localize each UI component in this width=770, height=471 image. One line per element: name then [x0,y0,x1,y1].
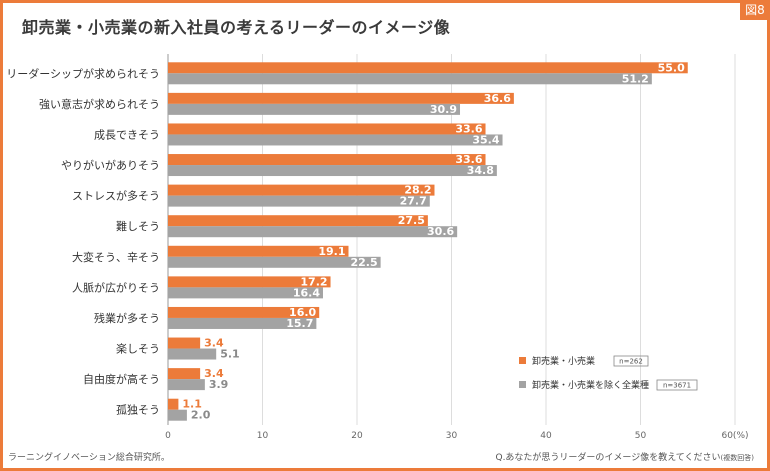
bar [168,317,317,329]
category-label: ストレスが多そう [72,189,160,203]
legend-swatch [519,381,526,388]
bar [168,195,430,207]
bar [168,398,179,410]
x-tick-label: 40 [540,431,552,441]
bar [168,276,331,288]
bar [168,348,217,360]
bar [168,92,514,104]
chart-title: 卸売業・小売業の新入社員の考えるリーダーのイメージ像 [22,18,451,37]
data-label: 33.6 [455,153,482,166]
category-label: 強い意志が求められそう [39,97,160,111]
data-label: 2.0 [191,409,211,422]
data-label: 33.6 [455,122,482,135]
category-label: 楽しそう [116,343,160,356]
category-label: 自由度が高そう [83,372,160,386]
bar [168,73,652,85]
bar [168,256,381,268]
category-label: 大変そう、辛そう [72,250,160,264]
category-label: やりがいがありそう [61,158,160,172]
data-label: 16.0 [289,306,316,319]
data-label: 5.1 [220,348,240,361]
bar [168,154,486,166]
bar [168,226,458,238]
bar [168,62,688,74]
bar [168,409,187,421]
data-label: 35.4 [472,133,499,146]
data-label: 17.2 [300,275,327,288]
data-label: 3.4 [204,367,224,380]
category-label: 難しそう [116,220,160,233]
legend-label: 卸売業・小売業 [532,355,595,367]
bar [168,368,201,380]
data-label: 36.6 [484,92,511,105]
data-label: 27.7 [400,195,427,208]
bar [168,379,205,391]
data-label: 15.7 [286,317,313,330]
data-label: 19.1 [318,245,345,258]
legend-n-box [613,355,649,367]
category-label: 成長できそう [94,128,160,141]
bar [168,123,486,135]
legend-swatch [519,357,526,364]
category-label: 人脈が広がりそう [72,280,160,294]
bar [168,245,349,257]
legend-label: 卸売業・小売業を除く全業種 [532,379,649,391]
category-label: リーダーシップが求められそう [6,66,160,80]
category-label: 孤独そう [116,404,160,417]
data-label: 16.4 [293,286,320,299]
legend-n-label: n=262 [619,358,643,366]
bar [168,103,461,115]
bar [168,306,320,318]
data-label: 3.4 [204,337,224,350]
category-label: 残業が多そう [94,311,160,325]
data-label: 27.5 [398,214,425,227]
legend-n-label: n=3671 [663,382,691,390]
survey-question: Q.あなたが思うリーダーのイメージ像を教えてください(複数回答) [495,450,754,463]
data-label: 34.8 [467,164,494,177]
x-tick-label: 30 [446,431,458,441]
bar [168,337,201,349]
data-label: 30.9 [430,103,457,116]
x-tick-label: 50 [635,431,647,441]
source-note: ラーニングイノベーション総合研究所。 [8,453,170,463]
data-label: 28.2 [404,184,431,197]
bar [168,134,503,146]
data-label: 22.5 [350,256,377,269]
data-label: 55.0 [658,61,685,74]
data-label: 51.2 [622,72,649,85]
x-tick-label: 10 [257,431,269,441]
legend-n-box [656,379,698,391]
question-note: (複数回答) [720,454,754,462]
bar [168,184,435,196]
x-tick-label: 20 [351,431,363,441]
question-text: Q.あなたが思うリーダーのイメージ像を教えてください [495,453,721,463]
x-tick-label: 0 [165,431,171,441]
figure-tag: 図8 [740,0,770,20]
bar [168,215,428,227]
data-label: 3.9 [209,378,229,391]
data-label: 30.6 [427,225,454,238]
bar [168,287,323,299]
data-label: 1.1 [182,398,202,411]
bar [168,165,497,177]
x-tick-label: 60(%) [721,431,748,441]
